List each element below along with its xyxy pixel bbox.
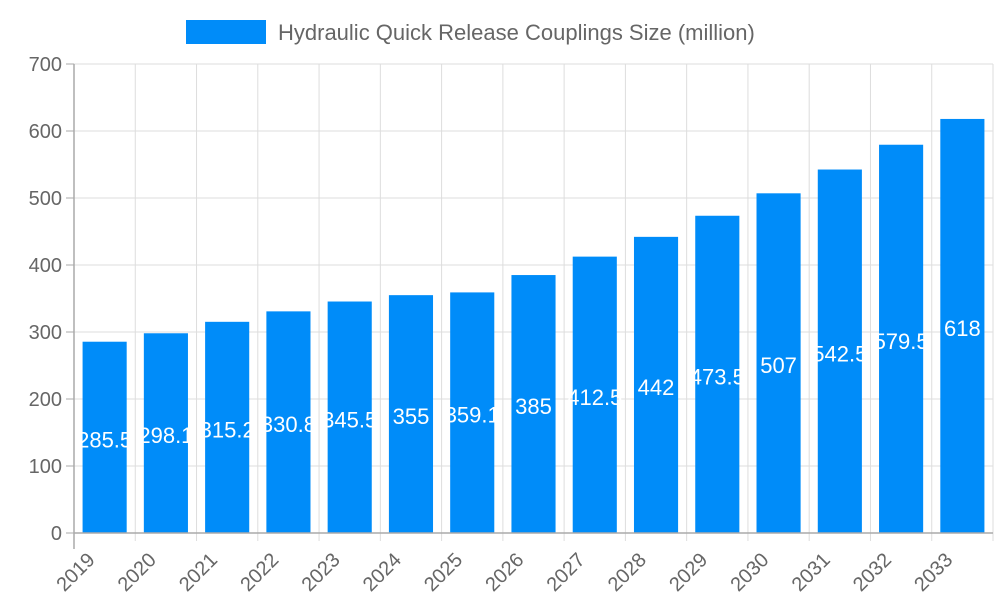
y-axis-ticks: 0 100 200 300 400 500 600 700	[29, 54, 74, 545]
bar[interactable]	[266, 311, 311, 533]
bar[interactable]	[756, 193, 801, 533]
grid-lines	[73, 63, 994, 541]
legend-swatch	[186, 20, 266, 44]
y-tick-label: 700	[29, 54, 62, 76]
bar[interactable]	[205, 321, 250, 533]
y-tick-label: 500	[29, 188, 62, 210]
bar-value-label: 412.5	[567, 385, 622, 410]
bar-value-label: 330.8	[261, 412, 316, 437]
bar[interactable]	[450, 292, 495, 533]
bar-value-label: 442	[638, 375, 675, 400]
x-tick-label: 2033	[910, 549, 957, 596]
bar[interactable]	[572, 256, 617, 533]
x-tick-label: 2024	[359, 549, 406, 596]
x-tick-label: 2032	[849, 549, 896, 596]
x-axis-ticks: 2019 2020 2021 2022 2023 2024 2025 2026 2027 2028…	[53, 549, 958, 596]
x-tick-label: 2029	[665, 549, 712, 596]
bar-value-label: 579.5	[874, 329, 929, 354]
y-tick-label: 600	[29, 121, 62, 143]
bar[interactable]	[143, 333, 188, 533]
bar[interactable]	[633, 236, 679, 534]
bar-value-label: 359.1	[445, 403, 500, 428]
bar[interactable]	[82, 341, 127, 533]
bar[interactable]	[940, 118, 985, 533]
y-tick-label: 400	[29, 255, 62, 277]
legend[interactable]: Hydraulic Quick Release Couplings Size (…	[186, 20, 755, 45]
x-tick-label: 2030	[726, 549, 773, 596]
x-tick-label: 2025	[420, 549, 467, 596]
bar[interactable]	[388, 295, 434, 533]
y-tick-label: 200	[29, 389, 62, 411]
bar-value-label: 542.5	[812, 341, 867, 366]
x-tick-label: 2023	[298, 549, 345, 596]
bar-value-label: 345.5	[322, 407, 377, 432]
bar-value-label: 315.2	[200, 417, 255, 442]
bar[interactable]	[511, 275, 556, 533]
x-tick-label: 2019	[53, 549, 100, 596]
x-tick-label: 2020	[114, 549, 161, 596]
y-tick-label: 0	[51, 523, 62, 545]
bar-value-label: 618	[944, 316, 981, 341]
axes	[73, 64, 993, 549]
bar-value-labels: 285.5 298.1 315.2 330.8 345.5 355 359.1 385 412.…	[77, 316, 981, 452]
bar[interactable]	[879, 144, 924, 534]
bar[interactable]	[817, 169, 862, 533]
y-tick-label: 300	[29, 322, 62, 344]
bar-value-label: 385	[515, 394, 552, 419]
y-tick-label: 100	[29, 456, 62, 478]
legend-label: Hydraulic Quick Release Couplings Size (…	[278, 20, 755, 45]
x-tick-label: 2021	[175, 549, 222, 596]
bar-value-label: 285.5	[77, 427, 132, 452]
bar-value-label: 298.1	[138, 423, 193, 448]
x-tick-label: 2026	[481, 549, 528, 596]
bar-value-label: 507	[760, 353, 797, 378]
x-tick-label: 2022	[236, 549, 283, 596]
bar-value-label: 355	[393, 404, 430, 429]
bar-value-label: 473.5	[690, 364, 745, 389]
x-tick-label: 2028	[604, 549, 651, 596]
bar[interactable]	[327, 301, 372, 533]
x-tick-label: 2031	[788, 549, 835, 596]
bar[interactable]	[695, 215, 740, 533]
bars	[82, 118, 985, 534]
x-tick-label: 2027	[543, 549, 590, 596]
